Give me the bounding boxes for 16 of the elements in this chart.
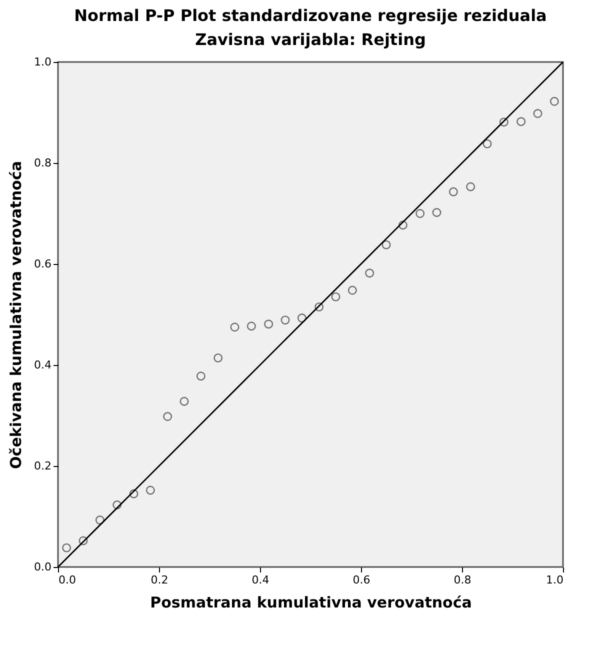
y-tick-label: 0.2 (34, 460, 52, 472)
y-axis-title: Očekivana kumulativna verovatnoća (7, 161, 26, 469)
y-tick-label: 0.6 (34, 258, 52, 270)
x-tick-label: 0.6 (352, 574, 370, 586)
x-tick-label: 0.4 (252, 574, 270, 586)
y-tick-label: 0.8 (34, 156, 52, 170)
x-tick-label: 1.0 (546, 574, 564, 586)
chart-subtitle: Zavisna varijabla: Rejting (195, 30, 426, 49)
x-axis-title: Posmatrana kumulativna verovatnoća (150, 594, 472, 612)
x-tick-label: 0.8 (454, 574, 472, 586)
y-tick-label: 1.0 (34, 56, 52, 68)
x-tick-label: 0.0 (58, 574, 76, 586)
y-tick-label: 0.0 (34, 560, 52, 574)
chart-title: Normal P-P Plot standardizovane regresije reziduala (74, 6, 547, 25)
x-tick-label: 0.2 (150, 574, 168, 586)
y-tick-label: 0.4 (34, 358, 52, 372)
